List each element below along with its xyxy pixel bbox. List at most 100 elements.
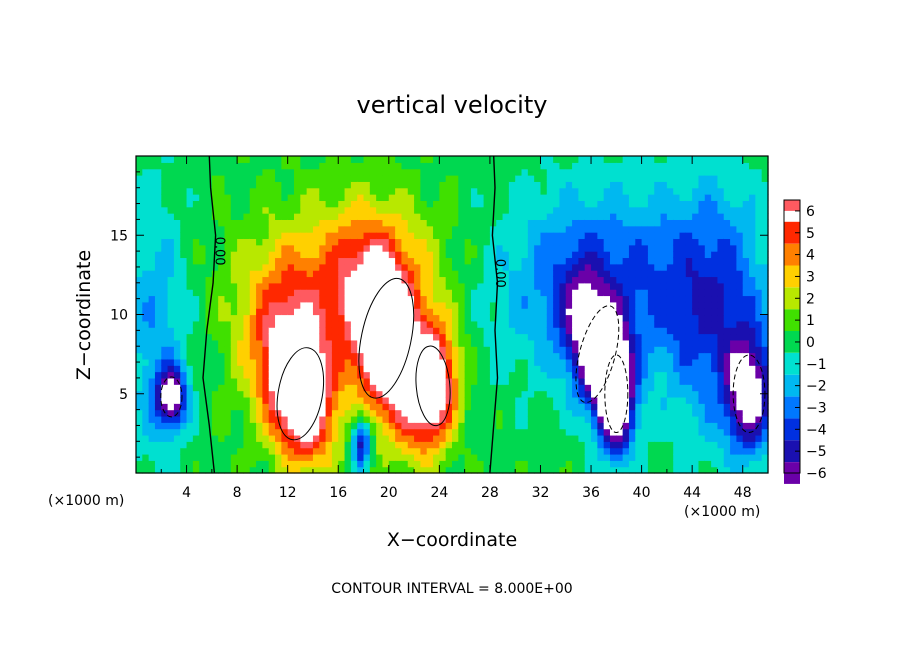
field-cell — [565, 276, 573, 284]
field-cell — [344, 415, 352, 423]
field-cell — [553, 390, 561, 398]
field-cell — [388, 295, 396, 303]
field-cell — [755, 390, 763, 398]
field-cell — [534, 276, 542, 284]
field-cell — [572, 244, 579, 252]
field-cell — [610, 213, 617, 220]
field-cell — [628, 200, 636, 208]
field-cell — [294, 415, 301, 423]
field-cell — [723, 339, 731, 347]
field-cell — [508, 200, 516, 208]
field-cell — [312, 238, 320, 246]
field-cell — [496, 377, 504, 385]
field-cell — [325, 276, 333, 284]
field-cell — [312, 320, 320, 328]
field-cell — [496, 232, 504, 240]
field-cell — [256, 270, 263, 278]
field-cell — [369, 441, 377, 449]
field-cell — [647, 358, 655, 366]
field-cell — [344, 441, 352, 449]
field-cell — [445, 434, 453, 442]
field-cell — [673, 213, 681, 220]
field-cell — [527, 162, 535, 170]
field-cell — [414, 447, 421, 455]
field-cell — [249, 308, 257, 316]
field-cell — [730, 384, 737, 392]
field-cell — [426, 434, 434, 442]
field-cell — [679, 409, 687, 417]
field-cell — [445, 282, 453, 290]
field-cell — [559, 238, 567, 246]
field-cell — [338, 194, 346, 201]
field-cell — [382, 396, 390, 404]
field-cell — [426, 314, 434, 322]
field-cell — [654, 168, 662, 176]
field-cell — [698, 333, 706, 341]
field-cell — [540, 308, 548, 316]
field-cell — [565, 219, 573, 227]
field-cell — [622, 403, 630, 411]
field-cell — [559, 257, 567, 265]
field-cell — [521, 333, 529, 341]
field-cell — [622, 270, 630, 278]
field-cell — [603, 194, 611, 201]
field-cell — [249, 358, 257, 366]
field-cell — [357, 219, 365, 227]
field-cell — [755, 441, 763, 449]
field-cell — [237, 156, 245, 163]
field-cell — [647, 314, 655, 322]
field-cell — [673, 156, 681, 163]
field-cell — [685, 384, 693, 392]
field-cell — [673, 358, 681, 366]
field-cell — [673, 434, 681, 442]
field-cell — [363, 460, 371, 468]
field-cell — [357, 390, 365, 398]
field-cell — [736, 270, 744, 278]
field-cell — [470, 365, 478, 373]
field-cell — [540, 276, 548, 284]
field-cell — [572, 339, 579, 347]
field-cell — [167, 206, 175, 214]
field-cell — [660, 225, 668, 233]
field-cell — [527, 314, 535, 322]
field-cell — [369, 244, 377, 252]
field-cell — [312, 358, 320, 366]
field-cell — [730, 352, 737, 360]
field-cell — [685, 175, 693, 182]
field-cell — [717, 232, 725, 240]
field-cell — [597, 251, 605, 259]
field-cell — [205, 251, 213, 259]
field-cell — [249, 168, 257, 176]
field-cell — [711, 181, 719, 189]
field-cell — [154, 301, 162, 309]
field-cell — [262, 232, 270, 240]
field-cell — [749, 181, 756, 189]
field-cell — [559, 377, 567, 385]
field-cell — [565, 200, 573, 208]
field-cell — [452, 358, 459, 366]
field-cell — [319, 308, 327, 316]
field-cell — [496, 422, 504, 430]
field-cell — [294, 422, 301, 430]
field-cell — [628, 162, 636, 170]
field-cell — [736, 162, 744, 170]
field-cell — [192, 320, 200, 328]
field-cell — [338, 282, 346, 290]
field-cell — [591, 276, 598, 284]
field-cell — [173, 251, 181, 259]
field-cell — [610, 175, 617, 182]
field-cell — [628, 320, 636, 328]
field-cell — [262, 434, 270, 442]
field-cell — [483, 320, 491, 328]
field-cell — [161, 365, 169, 373]
field-cell — [534, 295, 542, 303]
field-cell — [515, 244, 523, 252]
field-cell — [591, 422, 598, 430]
field-cell — [376, 320, 384, 328]
field-cell — [338, 390, 346, 398]
field-cell — [578, 301, 586, 309]
field-cell — [717, 301, 725, 309]
field-cell — [496, 156, 504, 163]
field-cell — [180, 238, 188, 246]
field-cell — [641, 415, 649, 423]
